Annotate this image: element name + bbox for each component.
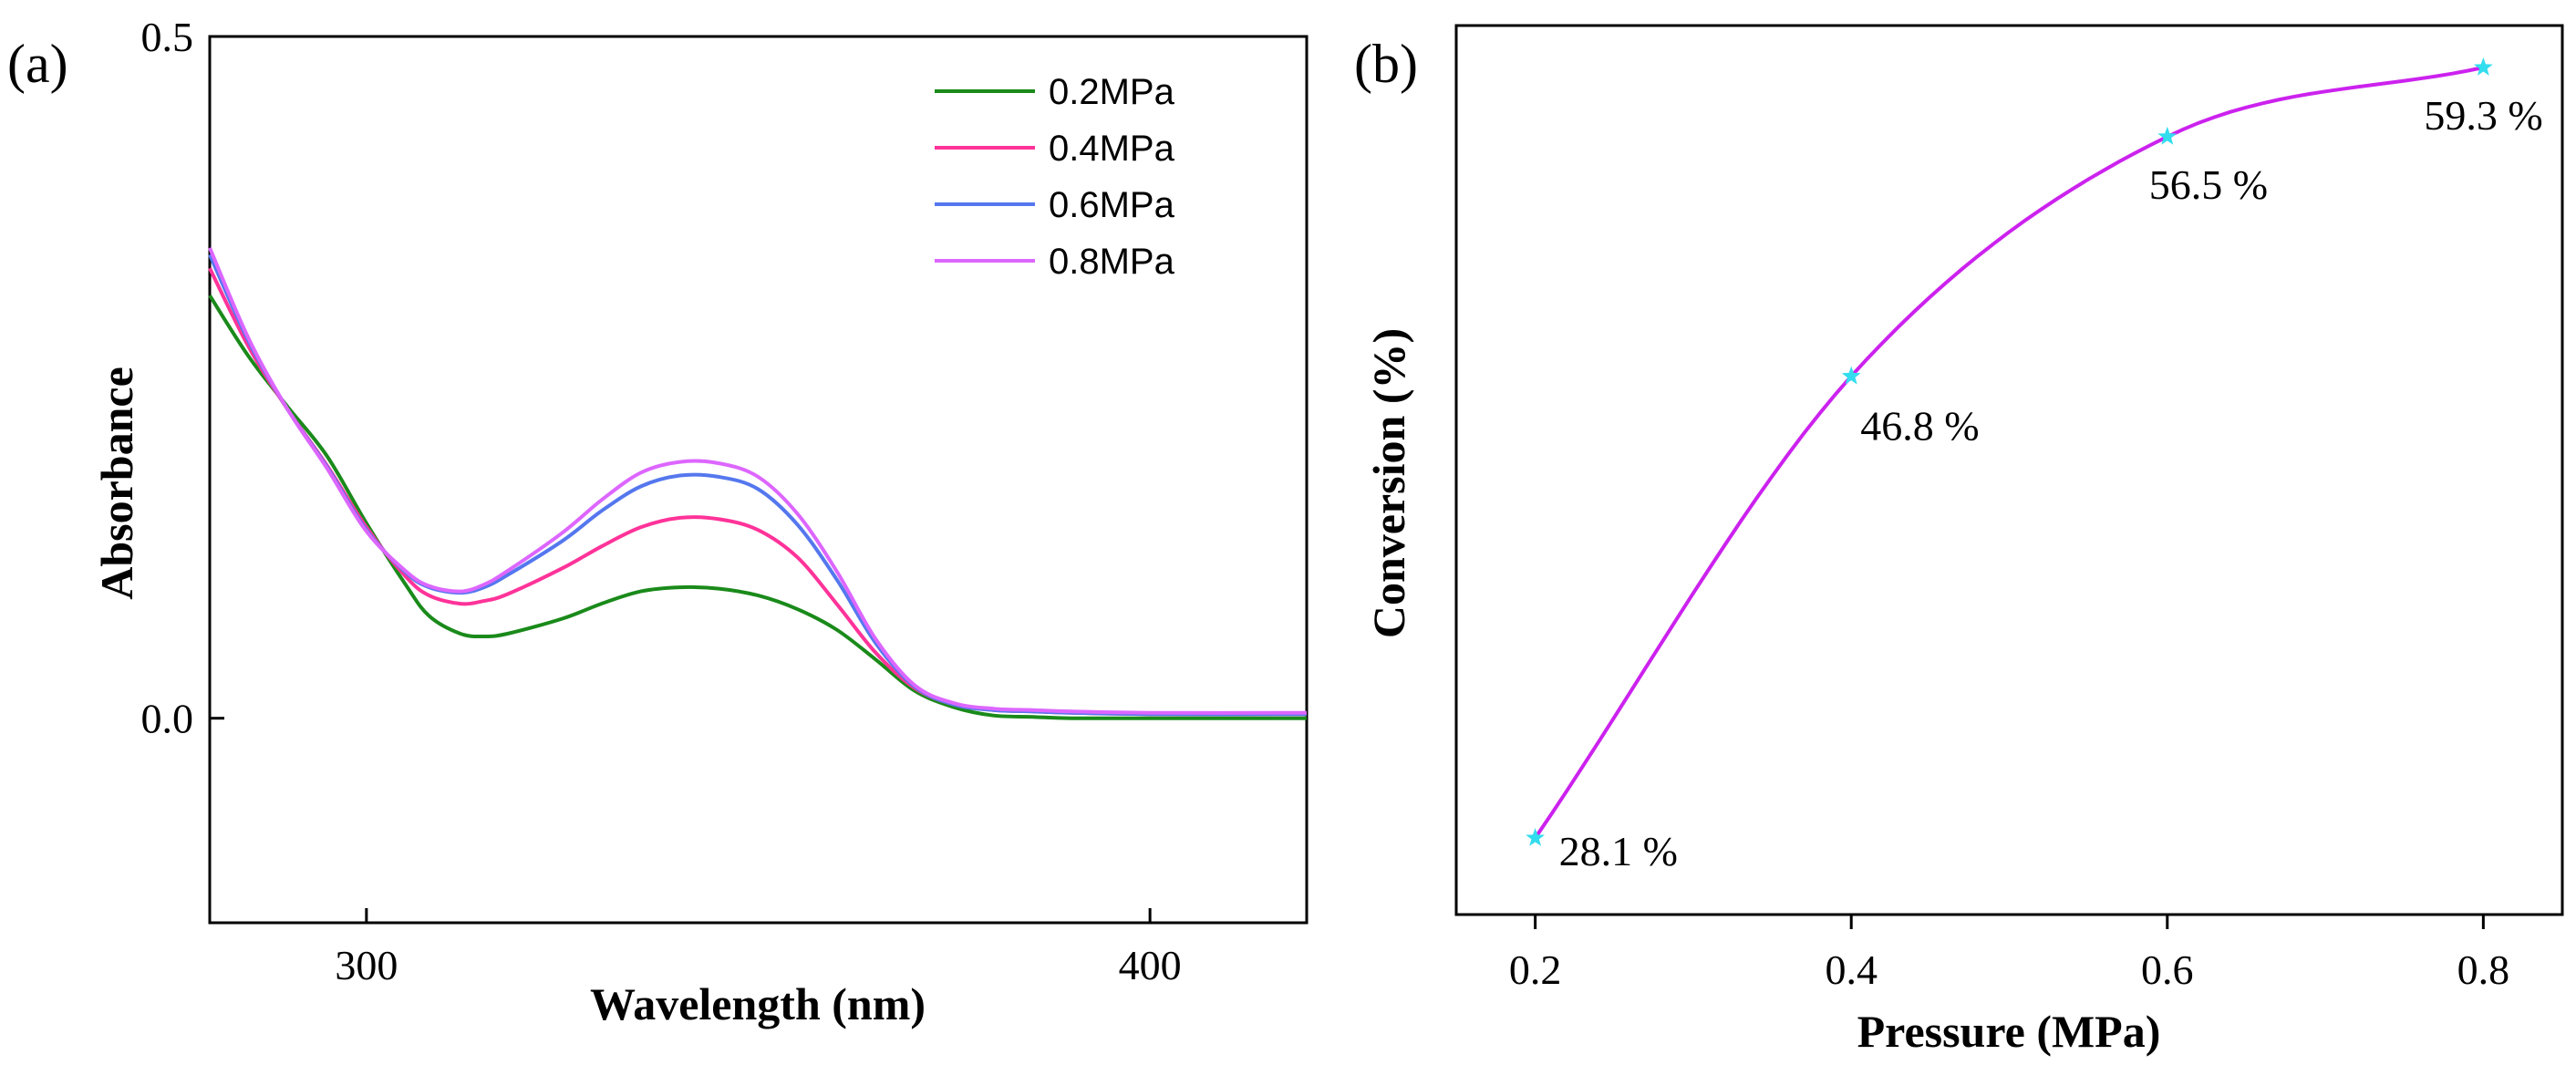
data-point-marker [1526,828,1546,846]
panel-a-plot-frame [208,35,1309,925]
data-point-marker [2473,57,2493,76]
panel-b-series: 28.1 % 46.8 % 56.5 % 59.3 % [1526,57,2543,874]
panel-a-legend: 0.2MPa 0.4MPa 0.6MPa 0.8MPa [935,72,1175,282]
data-point-marker [1841,366,1861,385]
panel-a-x-axis-title: Wavelength (nm) [590,978,926,1029]
panel-a-y-axis-title: Absorbance [91,367,142,600]
panel-a-series-lines [208,247,1308,720]
x-tick-label: 0.6 [2141,946,2194,993]
panel-b-conversion-chart: (b) 0.2 0.4 0.6 0.8 28.1 % 46.8 % 56.5 % 59.3 … [1354,24,2564,1057]
panel-b-y-axis-title: Conversion (%) [1363,328,1414,638]
data-value-label: 28.1 % [1559,828,1678,874]
panel-a-label: (a) [7,34,68,94]
panel-a-x-axis: 300 400 [335,908,1182,988]
panel-b-label: (b) [1354,34,1418,94]
series-line-0-2mpa [208,295,1307,720]
panel-a-y-axis: 0.0 0.5 [141,14,224,742]
y-tick-label: 0.5 [141,14,194,60]
x-tick-label: 300 [335,942,398,988]
x-tick-label: 400 [1119,942,1182,988]
panel-b-plot-frame [1454,24,2564,916]
y-tick-label: 0.0 [141,696,194,742]
x-tick-label: 0.4 [1825,946,1878,993]
panel-b-x-axis-title: Pressure (MPa) [1857,1006,2161,1057]
legend-label: 0.4MPa [1049,129,1175,169]
x-tick-label: 0.2 [1509,946,1562,993]
x-tick-label: 0.8 [2457,946,2510,993]
series-line-0-8mpa [208,247,1308,715]
conversion-curve [1533,66,2484,840]
legend-label: 0.8MPa [1049,242,1175,282]
series-line-0-6mpa [208,253,1308,717]
panel-b-x-axis: 0.2 0.4 0.6 0.8 [1509,915,2509,993]
legend-label: 0.6MPa [1049,185,1175,225]
data-value-label: 46.8 % [1860,403,1979,450]
data-point-marker [2157,126,2178,145]
data-value-label: 56.5 % [2149,161,2268,208]
panel-a-absorbance-chart: (a) 0.0 0.5 300 400 Wavelength (nm) Absorb… [7,14,1309,1029]
data-value-label: 59.3 % [2424,92,2542,139]
legend-label: 0.2MPa [1049,72,1175,112]
